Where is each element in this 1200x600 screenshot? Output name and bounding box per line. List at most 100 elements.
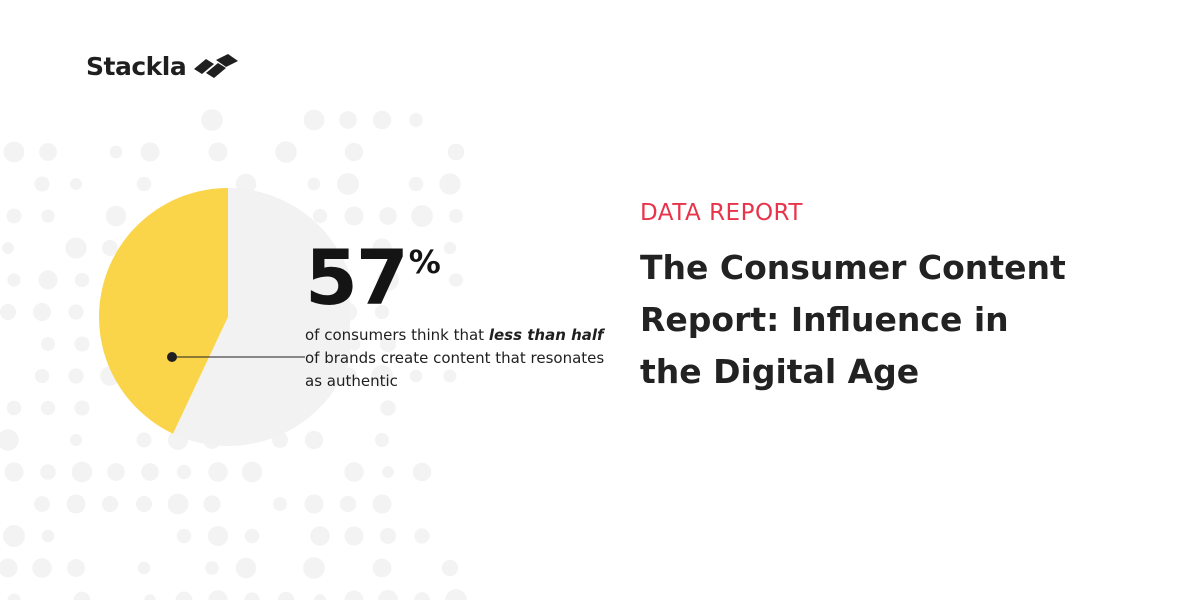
background-dot: [303, 109, 325, 131]
stackla-mark-icon: [194, 53, 239, 78]
background-dot: [241, 461, 263, 483]
background-dot: [414, 592, 430, 600]
background-dot: [372, 110, 392, 130]
background-dot: [7, 593, 21, 600]
background-dot: [109, 145, 123, 159]
background-dot: [101, 495, 119, 513]
background-dot: [377, 589, 399, 600]
background-dot: [414, 528, 430, 544]
background-dot: [102, 240, 118, 256]
background-dot: [135, 495, 153, 513]
background-dot: [140, 142, 160, 162]
background-dot: [347, 337, 361, 351]
background-dot: [74, 400, 90, 416]
background-dot: [65, 237, 87, 259]
background-dot: [41, 529, 55, 543]
background-dot: [377, 269, 399, 291]
background-dot: [344, 526, 364, 546]
background-dot: [137, 561, 151, 575]
background-dot: [445, 589, 467, 600]
background-dot: [312, 208, 328, 224]
background-dot: [449, 273, 463, 287]
background-dot: [69, 433, 83, 447]
background-dot: [339, 111, 357, 129]
background-dot: [235, 557, 257, 579]
report-title-line: the Digital Age: [640, 352, 920, 391]
background-dot: [408, 176, 424, 192]
background-dot: [105, 205, 127, 227]
background-dot: [7, 273, 21, 287]
background-dot: [144, 594, 156, 600]
stat-caption: of consumers think that less than half o…: [305, 324, 605, 393]
background-dot: [4, 462, 24, 482]
brand-logo: Stackla: [86, 52, 240, 81]
background-dot: [344, 142, 364, 162]
background-dot: [304, 494, 324, 514]
background-dot: [310, 526, 330, 546]
background-dot: [201, 109, 223, 131]
background-dot: [136, 176, 152, 192]
background-dot: [380, 528, 396, 544]
background-dot: [208, 462, 228, 482]
background-dot: [74, 272, 90, 288]
background-dot: [136, 432, 152, 448]
background-dot: [6, 208, 22, 224]
background-dot: [207, 525, 229, 547]
background-dot: [32, 558, 52, 578]
background-dot: [70, 178, 82, 190]
background-dot: [273, 497, 287, 511]
background-dot: [0, 429, 19, 451]
background-dot: [443, 241, 457, 255]
background-dot: [372, 558, 392, 578]
background-dot: [382, 466, 394, 478]
background-dot: [339, 495, 357, 513]
background-dot: [68, 368, 84, 384]
stat-caption-part2: of brands create content that resonates …: [305, 349, 605, 390]
background-dot: [208, 590, 228, 600]
stat-caption-part1: of consumers think that: [305, 326, 489, 344]
background-dot: [32, 302, 52, 322]
stat-caption-emphasis: less than half: [488, 326, 604, 344]
background-dot: [41, 209, 55, 223]
background-dot: [34, 496, 50, 512]
background-dot: [344, 590, 364, 600]
stat-number: 57: [305, 233, 409, 322]
background-dot: [303, 557, 325, 579]
background-dot: [167, 493, 189, 515]
background-dot: [176, 528, 192, 544]
background-dot: [412, 462, 432, 482]
pie-chart: [99, 188, 350, 446]
background-dot: [371, 365, 393, 387]
background-dot: [409, 113, 423, 127]
background-dot: [372, 238, 392, 258]
background-dot: [277, 591, 295, 600]
background-dot: [0, 303, 17, 321]
background-dot: [379, 335, 397, 353]
background-dot: [40, 400, 56, 416]
background-dot: [439, 173, 461, 195]
background-dot: [66, 494, 86, 514]
background-dot: [441, 559, 459, 577]
background-dot: [34, 176, 50, 192]
background-dot: [313, 593, 327, 600]
background-dot: [379, 207, 397, 225]
background-dot: [175, 591, 193, 600]
background-dot: [244, 528, 260, 544]
background-dot: [68, 304, 84, 320]
background-dot: [344, 462, 364, 482]
background-dot: [411, 205, 433, 227]
background-dot: [304, 430, 324, 450]
pie-slice-highlight: [99, 188, 229, 434]
background-dot: [176, 464, 192, 480]
background-dot: [449, 209, 463, 223]
background-dot: [40, 464, 56, 480]
background-dot: [244, 592, 260, 600]
background-dot: [208, 142, 228, 162]
background-dot: [0, 558, 18, 578]
background-dot: [141, 463, 159, 481]
brand-name: Stackla: [86, 52, 187, 81]
report-title-line: The Consumer Content: [640, 248, 1066, 287]
background-dot: [2, 242, 14, 254]
background-dot: [409, 369, 423, 383]
background-dot: [39, 143, 57, 161]
